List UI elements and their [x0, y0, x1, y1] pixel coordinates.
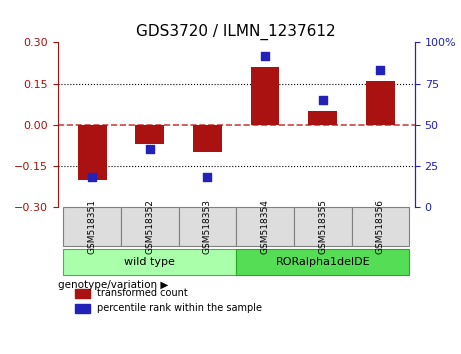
- Point: [261, 53, 269, 58]
- Text: GSM518353: GSM518353: [203, 199, 212, 254]
- Text: genotype/variation ▶: genotype/variation ▶: [58, 280, 168, 291]
- Bar: [76, 304, 90, 313]
- Text: GSM518354: GSM518354: [260, 199, 270, 254]
- Text: percentile rank within the sample: percentile rank within the sample: [97, 303, 262, 314]
- Bar: [78, 125, 106, 179]
- Bar: [64, 207, 121, 246]
- Bar: [251, 67, 279, 125]
- Text: GSM518351: GSM518351: [88, 199, 97, 254]
- Point: [377, 68, 384, 73]
- Point: [146, 147, 154, 152]
- Bar: [76, 289, 90, 298]
- Bar: [136, 125, 164, 144]
- Title: GDS3720 / ILMN_1237612: GDS3720 / ILMN_1237612: [136, 23, 336, 40]
- Text: GSM518352: GSM518352: [145, 199, 154, 254]
- Bar: [193, 125, 222, 152]
- Bar: [179, 207, 236, 246]
- Point: [319, 97, 326, 103]
- Text: wild type: wild type: [124, 257, 175, 267]
- Bar: [308, 111, 337, 125]
- Bar: [351, 207, 409, 246]
- Bar: [121, 207, 179, 246]
- Text: GSM518356: GSM518356: [376, 199, 385, 254]
- Text: GSM518355: GSM518355: [318, 199, 327, 254]
- Bar: [294, 207, 351, 246]
- Text: RORalpha1delDE: RORalpha1delDE: [275, 257, 370, 267]
- Point: [89, 175, 96, 180]
- Bar: [236, 249, 409, 275]
- Bar: [236, 207, 294, 246]
- Point: [204, 175, 211, 180]
- Bar: [366, 81, 395, 125]
- Text: transformed count: transformed count: [97, 289, 188, 298]
- Bar: [64, 249, 236, 275]
